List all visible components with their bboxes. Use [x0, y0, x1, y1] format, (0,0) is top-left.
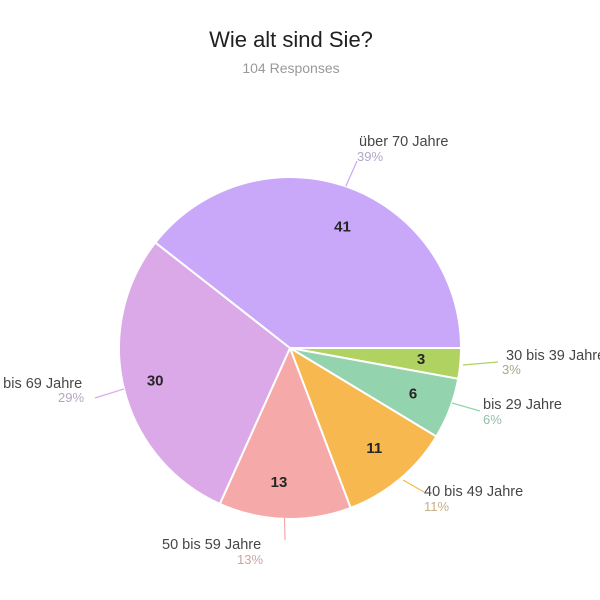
svg-text:6: 6 [409, 386, 417, 403]
svg-text:30: 30 [147, 372, 164, 389]
svg-text:6%: 6% [483, 412, 502, 427]
svg-text:29%: 29% [58, 390, 84, 405]
svg-text:41: 41 [334, 218, 351, 235]
svg-text:13: 13 [271, 474, 288, 491]
svg-text:11: 11 [366, 440, 382, 457]
svg-text:13%: 13% [237, 552, 263, 567]
svg-text:40 bis 49 Jahre: 40 bis 49 Jahre [424, 484, 523, 500]
svg-text:über 70 Jahre: über 70 Jahre [359, 134, 448, 150]
svg-text:bis 29 Jahre: bis 29 Jahre [483, 397, 562, 413]
svg-text:50 bis 59 Jahre: 50 bis 59 Jahre [162, 537, 261, 553]
svg-text:39%: 39% [357, 149, 383, 164]
svg-text:3%: 3% [502, 362, 521, 377]
svg-text:11%: 11% [424, 499, 449, 514]
svg-text:3: 3 [417, 351, 425, 368]
